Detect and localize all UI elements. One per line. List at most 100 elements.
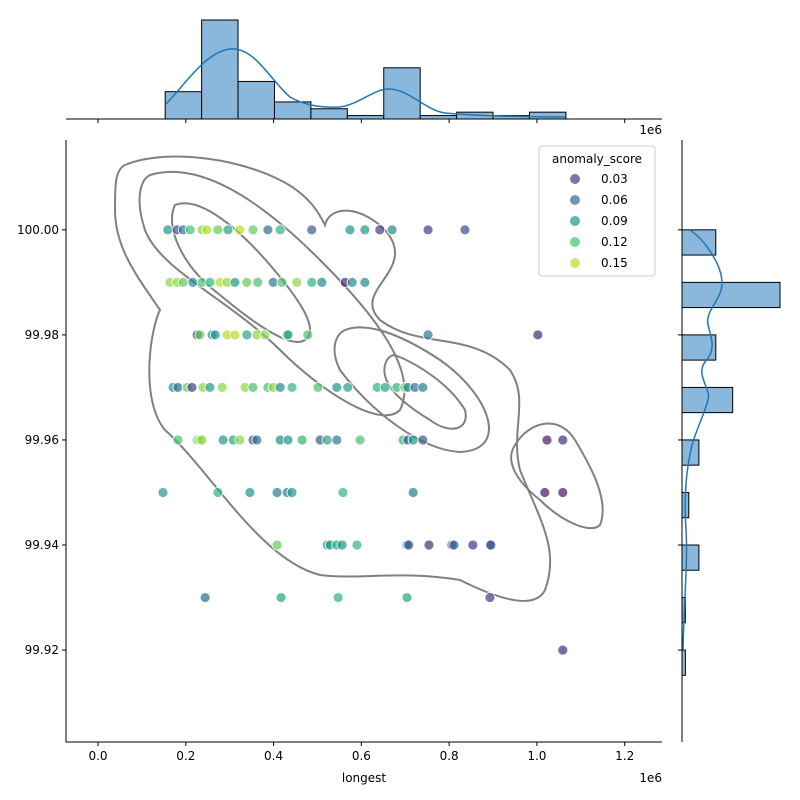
scatter-point <box>407 434 419 446</box>
scatter-point <box>351 539 363 551</box>
legend-marker <box>570 174 580 184</box>
y-tick-label: 99.92 <box>25 643 59 657</box>
scatter-point <box>342 382 354 393</box>
x-tick-label: 0.6 <box>352 749 371 763</box>
scatter-point <box>204 382 216 393</box>
scatter-point <box>282 329 294 341</box>
scatter-point <box>403 539 415 551</box>
y-marginal-histogram <box>681 229 781 676</box>
scatter-point <box>217 434 229 446</box>
scatter-point <box>374 224 386 236</box>
x-histogram-bar <box>310 108 348 120</box>
scatter-point <box>448 539 460 551</box>
legend-entry-label: 0.03 <box>601 172 628 186</box>
scatter-point <box>187 276 199 288</box>
kde-contour-second-mid <box>333 326 490 454</box>
scatter-point <box>212 487 224 498</box>
x-histogram-bar <box>346 115 385 120</box>
y-tick-label: 100.00 <box>17 223 59 237</box>
scatter-point <box>229 329 241 341</box>
legend-entry-label: 0.06 <box>601 193 628 207</box>
scatter-point <box>184 224 196 236</box>
scatter-point <box>386 224 398 236</box>
scatter-point <box>196 434 208 446</box>
kde-contour-second-inner <box>383 353 467 430</box>
y-tick-label: 99.94 <box>25 538 59 552</box>
scatter-point <box>336 539 348 551</box>
legend-title: anomaly_score <box>552 152 642 166</box>
scatter-point <box>417 434 429 446</box>
top-offset-label: 1e6 <box>639 123 662 137</box>
scatter-point <box>417 382 429 393</box>
scatter-point <box>157 487 169 498</box>
scatter-point <box>354 434 366 446</box>
y-tick-label: 99.98 <box>25 328 59 342</box>
scatter-points <box>157 224 569 656</box>
x-tick-label: 1.0 <box>527 749 546 763</box>
scatter-point <box>337 487 349 498</box>
x-histogram-bar <box>383 67 421 120</box>
scatter-point <box>332 592 344 603</box>
scatter-point <box>532 329 544 341</box>
scatter-point <box>423 539 435 551</box>
scatter-point <box>201 224 213 236</box>
scatter-point <box>251 434 263 446</box>
x-tick-label: 0.2 <box>176 749 195 763</box>
x-marginal-histogram <box>164 19 567 120</box>
legend-entry-label: 0.12 <box>601 235 628 249</box>
scatter-point <box>296 434 308 446</box>
scatter-point <box>459 224 471 236</box>
x-histogram-bar <box>164 91 203 120</box>
x-histogram-bar <box>237 80 275 120</box>
x-offset-label: 1e6 <box>639 771 662 785</box>
legend-marker <box>570 216 580 226</box>
scatter-point <box>275 592 287 603</box>
scatter-point <box>557 434 569 446</box>
x-tick-label: 0.4 <box>264 749 283 763</box>
scatter-point <box>302 329 314 341</box>
kde-contour-mid <box>138 170 406 417</box>
x-histogram-bar <box>419 115 458 120</box>
scatter-point <box>241 329 253 341</box>
scatter-point <box>234 434 246 446</box>
scatter-point <box>321 434 333 446</box>
scatter-point <box>271 539 283 551</box>
scatter-point <box>262 224 274 236</box>
scatter-point <box>199 592 211 603</box>
scatter-point <box>212 224 224 236</box>
scatter-point <box>172 434 184 446</box>
scatter-point <box>422 329 434 341</box>
scatter-point <box>247 224 259 236</box>
scatter-point <box>346 276 358 288</box>
scatter-point <box>286 487 298 498</box>
scatter-point <box>234 224 246 236</box>
scatter-point <box>216 382 228 393</box>
scatter-point <box>241 276 253 288</box>
legend-frame <box>538 145 656 277</box>
scatter-point <box>407 487 419 498</box>
scatter-point <box>259 329 271 341</box>
scatter-point <box>379 382 391 393</box>
scatter-point <box>539 487 551 498</box>
scatter-point <box>306 224 318 236</box>
scatter-point <box>541 434 553 446</box>
scatter-point <box>172 382 184 393</box>
legend-entry-label: 0.09 <box>601 214 628 228</box>
x-axis-label: longest <box>342 771 387 785</box>
legend-marker <box>570 258 580 268</box>
scatter-point <box>177 276 189 288</box>
scatter-point <box>401 592 413 603</box>
scatter-point <box>194 329 206 341</box>
scatter-point <box>274 382 286 393</box>
scatter-point <box>422 224 434 236</box>
x-tick-label: 0.8 <box>440 749 459 763</box>
scatter-point <box>344 224 356 236</box>
scatter-point <box>359 224 371 236</box>
legend-marker <box>570 237 580 247</box>
scatter-point <box>359 276 371 288</box>
scatter-point <box>229 276 241 288</box>
legend-entry-label: 0.15 <box>601 256 628 270</box>
x-histogram-bar <box>201 19 239 120</box>
scatter-point <box>467 539 479 551</box>
